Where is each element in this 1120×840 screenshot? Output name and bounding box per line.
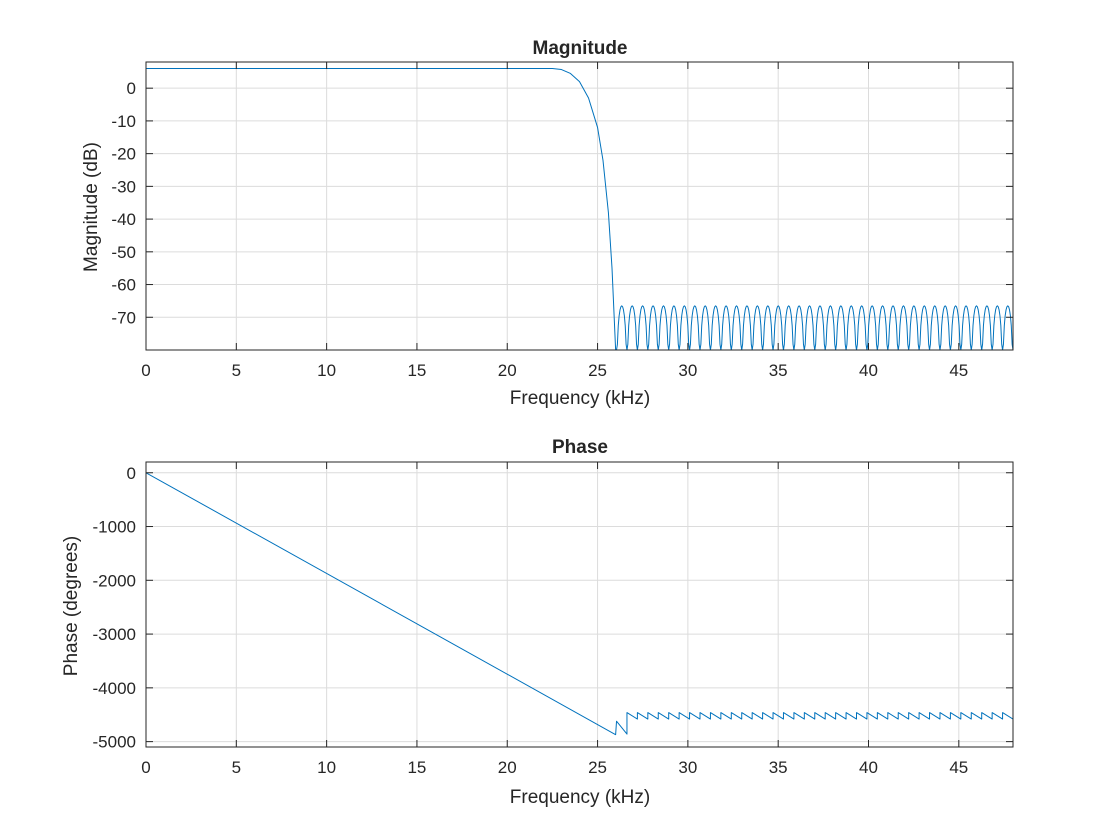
magnitude-x-axis-label: Frequency (kHz) bbox=[510, 388, 650, 409]
phase-x-tick-label: 40 bbox=[859, 758, 878, 777]
magnitude-x-tick-label: 25 bbox=[588, 361, 607, 380]
phase-y-tick-label: -1000 bbox=[93, 518, 136, 537]
phase-x-tick-label: 20 bbox=[498, 758, 517, 777]
magnitude-x-tick-label: 20 bbox=[498, 361, 517, 380]
magnitude-tick-labels: 0 5 10 15 20 25 30 35 40 45 0 -10 -20 -30 -40 -50 -60 -70 bbox=[111, 79, 968, 380]
magnitude-y-tick-label: -40 bbox=[111, 210, 136, 229]
magnitude-y-tick-label: -10 bbox=[111, 112, 136, 131]
magnitude-x-tick-label: 5 bbox=[232, 361, 241, 380]
magnitude-y-tick-label: 0 bbox=[127, 79, 136, 98]
magnitude-y-tick-label: -30 bbox=[111, 177, 136, 196]
magnitude-x-tick-label: 45 bbox=[949, 361, 968, 380]
phase-x-tick-label: 25 bbox=[588, 758, 607, 777]
phase-x-axis-label: Frequency (kHz) bbox=[510, 787, 650, 808]
phase-x-tick-label: 30 bbox=[678, 758, 697, 777]
phase-plot: 0 5 10 15 20 25 30 35 40 45 0 -1000 -2000 -3000 -4000 -… bbox=[61, 437, 1014, 808]
phase-y-tick-label: -2000 bbox=[93, 571, 136, 590]
phase-trace-layer bbox=[146, 472, 1013, 736]
phase-y-tick-label: -4000 bbox=[93, 679, 136, 698]
magnitude-y-tick-label: -60 bbox=[111, 276, 136, 295]
phase-x-tick-label: 15 bbox=[407, 758, 426, 777]
magnitude-x-tick-label: 30 bbox=[678, 361, 697, 380]
phase-x-tick-label: 5 bbox=[232, 758, 241, 777]
phase-title: Phase bbox=[552, 437, 608, 458]
phase-x-tick-label: 35 bbox=[769, 758, 788, 777]
magnitude-x-tick-label: 15 bbox=[407, 361, 426, 380]
magnitude-axes-box bbox=[145, 61, 1014, 351]
magnitude-trace-layer bbox=[146, 68, 1013, 350]
magnitude-plot: 0 5 10 15 20 25 30 35 40 45 0 -10 -20 -30 -40 -50 -60 -70… bbox=[81, 38, 1014, 409]
magnitude-y-tick-label: -70 bbox=[111, 308, 136, 327]
magnitude-y-tick-label: -50 bbox=[111, 243, 136, 262]
phase-x-tick-label: 0 bbox=[141, 758, 150, 777]
magnitude-grid bbox=[145, 62, 1013, 350]
phase-tick-labels: 0 5 10 15 20 25 30 35 40 45 0 -1000 -2000 -3000 -4000 -… bbox=[93, 464, 969, 777]
magnitude-series-line bbox=[146, 68, 1013, 350]
magnitude-y-axis-label: Magnitude (dB) bbox=[81, 142, 102, 272]
phase-y-tick-label: 0 bbox=[127, 464, 136, 483]
magnitude-x-tick-label: 0 bbox=[141, 361, 150, 380]
magnitude-x-tick-label: 40 bbox=[859, 361, 878, 380]
magnitude-x-tick-label: 10 bbox=[317, 361, 336, 380]
phase-x-tick-label: 45 bbox=[949, 758, 968, 777]
phase-series-line bbox=[146, 472, 1013, 736]
magnitude-axes-frame bbox=[145, 61, 1014, 351]
magnitude-title: Magnitude bbox=[533, 38, 628, 59]
magnitude-y-tick-label: -20 bbox=[111, 145, 136, 164]
phase-y-tick-label: -3000 bbox=[93, 625, 136, 644]
phase-y-axis-label: Phase (degrees) bbox=[61, 536, 82, 676]
phase-x-tick-label: 10 bbox=[317, 758, 336, 777]
phase-axes-frame bbox=[145, 461, 1014, 748]
phase-axes-box bbox=[145, 461, 1014, 748]
magnitude-x-tick-label: 35 bbox=[769, 361, 788, 380]
phase-y-tick-label: -5000 bbox=[93, 733, 136, 752]
